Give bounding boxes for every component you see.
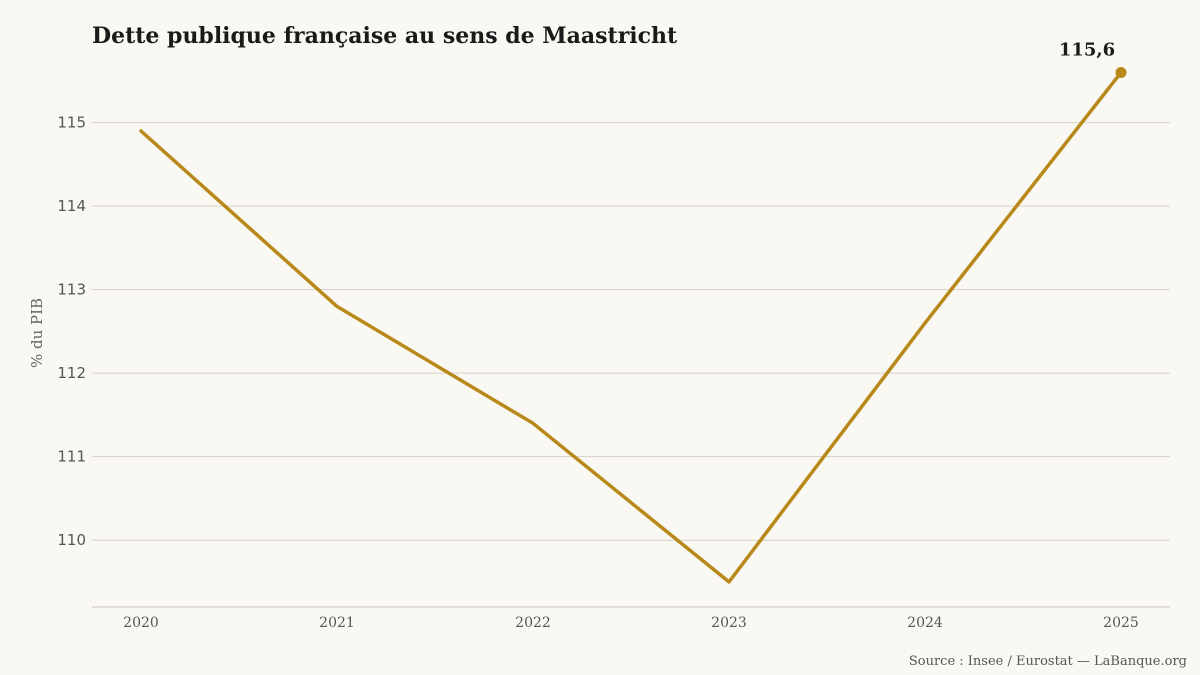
x-tick-label: 2023	[711, 615, 747, 631]
last-point-marker	[1115, 67, 1127, 79]
x-tick-label: 2021	[319, 615, 355, 631]
y-tick-label: 114	[57, 197, 86, 215]
x-tick-label: 2022	[515, 615, 551, 631]
x-tick-label: 2020	[123, 615, 159, 631]
y-tick-label: 110	[57, 531, 86, 549]
y-tick-label: 115	[57, 114, 86, 132]
y-tick-label: 111	[57, 448, 86, 466]
x-tick-label: 2024	[907, 615, 943, 631]
y-axis-label: % du PIB	[28, 298, 46, 368]
series-line	[139, 70, 1123, 584]
x-tick-labels: 2020 2021 2022 2023 2024 2025	[123, 615, 1139, 631]
series-group	[139, 67, 1127, 584]
x-tick-label: 2025	[1103, 615, 1139, 631]
last-value-annotation: 115,6	[1059, 40, 1115, 61]
y-tick-label: 113	[57, 281, 86, 299]
source-note: Source : Insee / Eurostat — LaBanque.org	[909, 654, 1187, 669]
chart-title: Dette publique française au sens de Maas…	[92, 23, 678, 49]
y-tick-labels: 110 111 112 113 114 115	[57, 114, 86, 550]
grid-lines	[92, 122, 1170, 541]
y-tick-label: 112	[57, 364, 86, 382]
